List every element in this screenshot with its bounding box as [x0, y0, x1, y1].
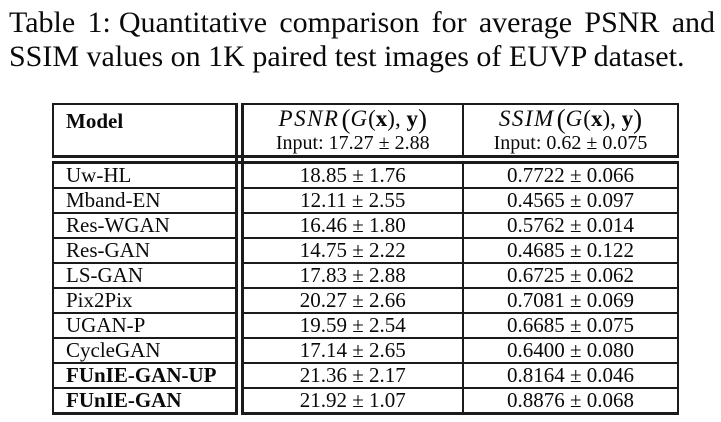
- header-psnr: PSNR(G(x), y) Input: 17.27 ± 2.88: [239, 104, 464, 164]
- ssim-cell: 0.7722 ± 0.066: [463, 159, 678, 189]
- table-row: FUnIE-GAN 21.92 ± 1.07 0.8876 ± 0.068: [53, 388, 678, 414]
- table-row: Res-GAN 14.75 ± 2.22 0.4685 ± 0.122: [53, 238, 678, 264]
- table-header-row: Model PSNR(G(x), y) Input: 17.27 ± 2.88 …: [53, 104, 678, 164]
- header-model: Model: [53, 104, 244, 164]
- table-row: LS-GAN 17.83 ± 2.88 0.6725 ± 0.062: [53, 263, 678, 289]
- table-row: Res-WGAN 16.46 ± 1.80 0.5762 ± 0.014: [53, 213, 678, 239]
- psnr-math-expression: PSNR(G(x), y): [278, 104, 427, 134]
- results-table: Model PSNR(G(x), y) Input: 17.27 ± 2.88 …: [52, 103, 679, 415]
- ssim-cell: 0.8876 ± 0.068: [506, 388, 635, 412]
- model-cell: Pix2Pix: [53, 288, 244, 314]
- psnr-cell: 21.92 ± 1.07: [239, 388, 464, 414]
- psnr-cell: 16.46 ± 1.80: [239, 213, 464, 239]
- psnr-input-label: Input:: [275, 132, 324, 154]
- table-row: Pix2Pix 20.27 ± 2.66 0.7081 ± 0.069: [53, 288, 678, 314]
- table-row: Uw-HL 18.85 ± 1.76 0.7722 ± 0.066: [53, 159, 678, 189]
- ssim-input-stats: Input: 0.62 ± 0.075: [464, 133, 677, 154]
- ssim-cell: 0.8164 ± 0.046: [463, 363, 678, 389]
- psnr-cell: 19.59 ± 2.54: [239, 313, 464, 339]
- table-caption-label: Table 1:: [9, 6, 111, 39]
- ssim-math-expression: SSIM(G(x), y): [498, 104, 643, 134]
- ssim-cell: 0.6400 ± 0.080: [463, 338, 678, 364]
- table-row: UGAN-P 19.59 ± 2.54 0.6685 ± 0.075: [53, 313, 678, 339]
- ssim-cell: 0.6725 ± 0.062: [463, 263, 678, 289]
- ssim-cell: 0.6685 ± 0.075: [463, 313, 678, 339]
- psnr-cell: 21.36 ± 2.17: [239, 363, 464, 389]
- model-cell: FUnIE-GAN-UP: [53, 363, 244, 389]
- model-cell: Res-WGAN: [53, 213, 244, 239]
- model-cell: Mband-EN: [53, 188, 244, 214]
- model-cell: LS-GAN: [53, 263, 244, 289]
- header-ssim: SSIM(G(x), y) Input: 0.62 ± 0.075: [463, 104, 678, 164]
- table-row: CycleGAN 17.14 ± 2.65 0.6400 ± 0.080: [53, 338, 678, 364]
- ssim-cell: 0.5762 ± 0.014: [463, 213, 678, 239]
- psnr-cell: 14.75 ± 2.22: [239, 238, 464, 264]
- psnr-input-stats: Input: 17.27 ± 2.88: [244, 133, 463, 154]
- psnr-cell: 20.27 ± 2.66: [239, 288, 464, 314]
- table-row: Mband-EN 12.11 ± 2.55 0.4565 ± 0.097: [53, 188, 678, 214]
- model-cell: Res-GAN: [53, 238, 244, 264]
- table-row: FUnIE-GAN-UP 21.36 ± 2.17 0.8164 ± 0.046: [53, 363, 678, 389]
- psnr-input-value: 17.27 ± 2.88: [328, 132, 430, 154]
- ssim-input-label: Input:: [493, 132, 542, 154]
- model-cell: CycleGAN: [53, 338, 244, 364]
- ssim-cell: 0.4685 ± 0.122: [463, 238, 678, 264]
- table-caption-line2: SSIM values on 1K paired test images of …: [9, 40, 685, 73]
- table-body: Uw-HL 18.85 ± 1.76 0.7722 ± 0.066 Mband-…: [53, 159, 678, 414]
- psnr-cell: 18.85 ± 1.76: [239, 159, 464, 189]
- table-caption: Table 1: Quantitative comparison for aver…: [9, 6, 715, 74]
- ssim-input-value: 0.62 ± 0.075: [546, 132, 648, 154]
- psnr-cell: 17.14 ± 2.65: [239, 338, 464, 364]
- ssim-cell: 0.4565 ± 0.097: [463, 188, 678, 214]
- psnr-cell: 12.11 ± 2.55: [239, 188, 464, 214]
- model-cell: Uw-HL: [53, 159, 244, 189]
- psnr-cell: 17.83 ± 2.88: [239, 263, 464, 289]
- ssim-cell: 0.7081 ± 0.069: [463, 288, 678, 314]
- table-caption-line1: Table 1: Quantitative comparison for aver…: [9, 6, 715, 40]
- table-caption-text: Quantitative comparison for average PSNR…: [118, 6, 716, 39]
- model-cell: UGAN-P: [53, 313, 244, 339]
- model-cell: FUnIE-GAN: [53, 388, 244, 414]
